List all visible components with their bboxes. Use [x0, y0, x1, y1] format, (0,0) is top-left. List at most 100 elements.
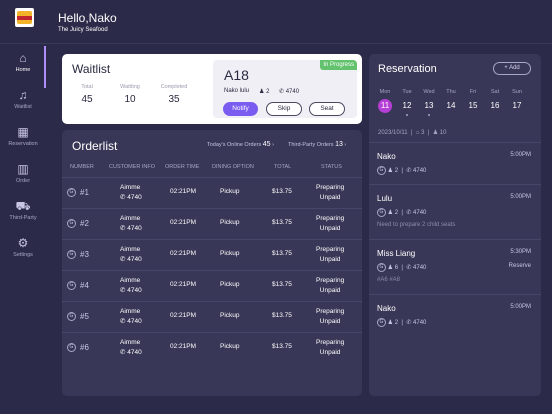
order-number-value: #3 [80, 250, 89, 259]
day-date: 11 [378, 99, 392, 113]
customer-name: Aimme [120, 308, 141, 315]
customer-name: Aimme [120, 184, 141, 191]
order-total: $13.75 [272, 250, 292, 257]
third-party-orders-link[interactable]: Third-Party Orders 13 › [288, 141, 346, 148]
day-date: 12 [402, 101, 412, 110]
customer-name: Aimme [120, 277, 141, 284]
calendar-day[interactable]: Sun 17 [508, 89, 526, 113]
order-number-value: #6 [80, 343, 89, 352]
order-number: G #2 [67, 219, 89, 229]
customer-name: Nako lulu [224, 88, 250, 94]
chevron-right-icon: › [344, 142, 347, 148]
sidebar-item-label: Home [15, 67, 31, 73]
reservation-name: Nako [377, 152, 396, 161]
sidebar-item-settings[interactable]: ⚙ Settings [0, 235, 46, 271]
table-row[interactable]: G #2 Aimme ✆ 4740 02:21PM Pickup $13.75 Prepari… [62, 208, 362, 239]
reservation-time: 5:00PM [510, 304, 531, 310]
g-badge-icon: G [67, 219, 76, 229]
has-reservation-dot [428, 114, 430, 116]
reservation-item[interactable]: Nako 5:00PM G ♟ 2 | ✆ 4740 [369, 152, 541, 192]
customer-info: Aimme ✆ 4740 [120, 307, 142, 327]
party-size: 6 [394, 265, 399, 272]
customer-name: Aimme [120, 246, 141, 253]
calendar-day[interactable]: Mon 11 [376, 89, 394, 113]
customer-phone: 4740 [127, 256, 142, 263]
stat-completed: Completed 35 [154, 84, 194, 105]
order-number: G #3 [67, 250, 89, 260]
table-row[interactable]: G #5 Aimme ✆ 4740 02:21PM Pickup $13.75 Prepari… [62, 301, 362, 332]
person-icon: ♟ [387, 265, 394, 272]
phone: ✆ 4740 [279, 88, 299, 95]
dining-option: Pickup [220, 312, 240, 319]
calendar-day[interactable]: Sat 16 [486, 89, 504, 113]
day-date: 17 [512, 101, 522, 110]
stat-label: Total [81, 84, 93, 90]
g-badge-icon: G [377, 318, 386, 327]
reservation-item[interactable]: Lulu 5:00PM G ♟ 2 | ✆ 4740 Need to prepare … [369, 194, 541, 234]
order-status: Preparing Unpaid [316, 183, 344, 203]
sidebar-item-label: Settings [13, 252, 33, 258]
customer-name: Aimme [120, 215, 141, 222]
status-primary: Preparing [316, 277, 345, 284]
gear-icon: ⚙ [17, 236, 29, 250]
table-number: A18 [224, 67, 249, 83]
customer-phone: 4740 [127, 225, 142, 232]
phone-icon: ✆ [120, 225, 126, 232]
calendar-day[interactable]: Wed 13 [420, 89, 438, 116]
sidebar-item-label: Reservation [8, 141, 38, 147]
table-row[interactable]: G #4 Aimme ✆ 4740 02:21PM Pickup $13.75 Prepari… [62, 270, 362, 301]
sidebar-item-home[interactable]: ⌂ Home [0, 46, 46, 88]
g-badge-icon: G [377, 208, 386, 217]
person-icon: ♟ [387, 168, 394, 175]
phone-icon: ✆ [406, 320, 412, 327]
person-icon: ♟ [259, 89, 265, 95]
g-badge-icon: G [377, 166, 386, 175]
status-payment: Unpaid [319, 256, 341, 263]
reservation-item[interactable]: Miss Liang 5:30PM G ♟ 6 | ✆ 4740 #A6 #A8 Res… [369, 249, 541, 289]
sidebar-item-waitlist[interactable]: ♫ Waitlist [0, 87, 46, 123]
sidebar-item-reservation[interactable]: ▦ Reservation [0, 124, 46, 160]
add-reservation-button[interactable]: + Add [493, 62, 531, 75]
current-waitlist-card[interactable]: A18 In Progress Nako lulu ♟ 2 ✆ 4740 Not… [213, 60, 357, 118]
notify-button[interactable]: Notify [223, 102, 258, 116]
reservation-time: 5:30PM [510, 249, 531, 255]
customer-phone: 4740 [127, 318, 142, 325]
party-size-value: 2 [266, 89, 270, 95]
reservation-name: Nako [377, 304, 396, 313]
sidebar: ⌂ Home ♫ Waitlist ▦ Reservation ▥ Order … [0, 44, 46, 414]
header-divider [0, 43, 552, 44]
person-icon: ♟ [387, 210, 394, 217]
sidebar-item-order[interactable]: ▥ Order [0, 161, 46, 197]
order-number-value: #5 [80, 312, 89, 321]
customer-phone: 4740 [127, 287, 142, 294]
seat-button[interactable]: Seat [309, 102, 345, 116]
calendar-day[interactable]: Fri 15 [464, 89, 482, 113]
reservation-name: Miss Liang [377, 249, 416, 258]
skip-button[interactable]: Skip [266, 102, 302, 116]
reservation-note: Need to prepare 2 child seats [377, 222, 456, 228]
calendar-day[interactable]: Tue 12 [398, 89, 416, 116]
stat-label: Completed [160, 84, 188, 90]
book-icon: ▥ [17, 162, 29, 176]
order-number-value: #1 [80, 188, 89, 197]
column-header: DINING OPTION [212, 164, 254, 170]
table-row[interactable]: G #3 Aimme ✆ 4740 02:21PM Pickup $13.75 Prepari… [62, 239, 362, 270]
g-badge-icon: G [67, 250, 76, 260]
sidebar-item-third-party[interactable]: ⛟ Third-Party [0, 198, 46, 234]
order-total: $13.75 [272, 219, 292, 226]
online-orders-link[interactable]: Today's Online Orders 45 › [207, 141, 274, 148]
order-time: 02:21PM [170, 188, 197, 195]
g-badge-icon: G [67, 281, 76, 291]
phone-icon: ✆ [406, 265, 412, 272]
order-number: G #1 [67, 188, 89, 198]
day-name: Fri [469, 89, 477, 95]
order-status: Preparing Unpaid [316, 307, 344, 327]
calendar-day[interactable]: Thu 14 [442, 89, 460, 113]
table-row[interactable]: G #1 Aimme ✆ 4740 02:21PM Pickup $13.75 Prepari… [62, 177, 362, 208]
day-date: 15 [468, 101, 478, 110]
reservation-meta: G ♟ 6 | ✆ 4740 [377, 263, 426, 272]
customer-phone: 4740 [127, 349, 142, 356]
orderlist-panel: Orderlist Today's Online Orders 45 › Thi… [62, 130, 362, 396]
table-row[interactable]: G #6 Aimme ✆ 4740 02:21PM Pickup $13.75 Prepari… [62, 332, 362, 363]
reservation-item[interactable]: Nako 5:00PM G ♟ 2 | ✆ 4740 [369, 304, 541, 344]
